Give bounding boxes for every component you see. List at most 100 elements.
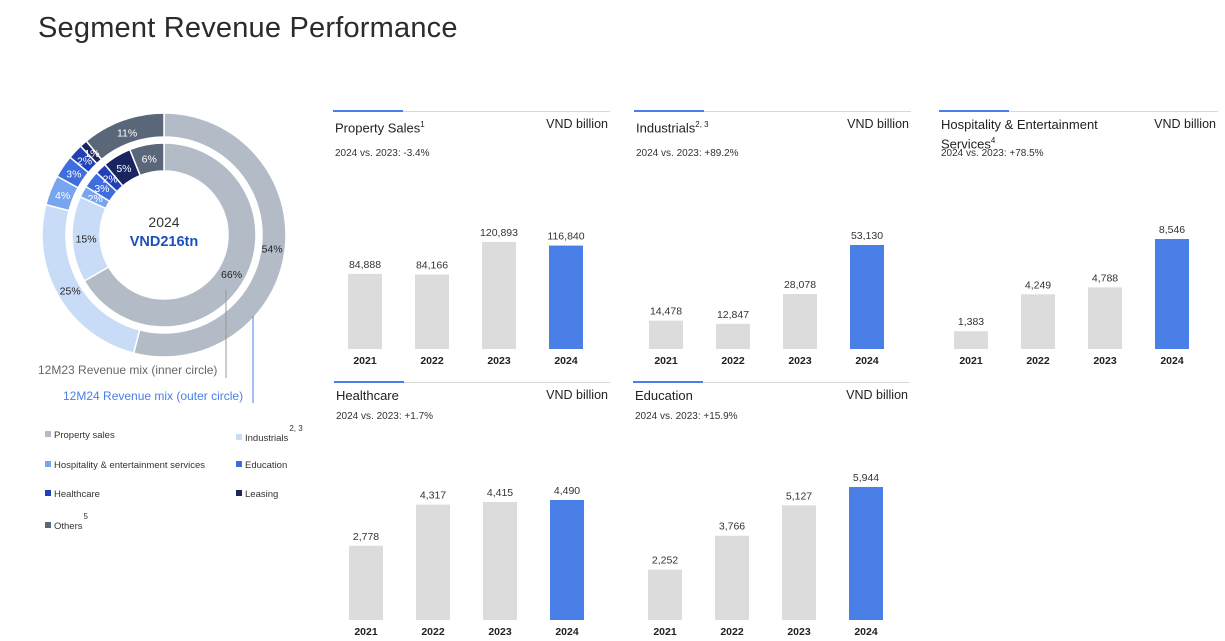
legend-item: Education <box>236 460 287 471</box>
bar-2021 <box>649 320 683 349</box>
legend-swatch <box>45 522 51 529</box>
bar-2024 <box>849 487 883 620</box>
bar-2021 <box>954 331 988 349</box>
bar-category-label: 2022 <box>1026 355 1050 367</box>
bar-2024 <box>1155 239 1189 349</box>
bar-2023 <box>1088 287 1122 349</box>
panel-rule <box>634 111 911 112</box>
outer-circle-label: 12M24 Revenue mix (outer circle) <box>63 389 244 403</box>
bar-2021 <box>348 273 382 349</box>
legend-item: Industrials2, 3 <box>236 424 303 445</box>
bar-2022 <box>416 504 450 620</box>
panel-title-footnote: 1 <box>420 120 425 129</box>
panel-title-footnote: 2, 3 <box>695 120 709 129</box>
bar-value-label: 84,888 <box>349 259 381 271</box>
legend-label: Leasing <box>245 489 279 500</box>
bar-chart: 84,888 2021 84,166 2022 120,893 2023 116,840 20… <box>348 227 585 367</box>
panel-title: Education <box>635 388 693 404</box>
inner-slice-label: 5% <box>116 163 131 175</box>
legend-item: Leasing <box>236 489 278 500</box>
bar-value-label: 8,546 <box>1159 224 1185 236</box>
panel-accent <box>334 381 404 383</box>
panel-title-text: Education <box>635 388 693 403</box>
bar-category-label: 2024 <box>855 355 879 367</box>
bar-2021 <box>648 569 682 620</box>
panel-unit: VND billion <box>546 117 608 131</box>
segment-panel: Healthcare VND billion 2024 vs. 2023: +1.7… <box>334 381 610 638</box>
inner-slice-label: 2% <box>88 193 103 205</box>
panel-unit: VND billion <box>846 388 908 402</box>
legend-swatch <box>236 461 242 467</box>
panel-title: Industrials2, 3 <box>636 117 709 136</box>
donut-labels: 54%25%4%3%2%1%11%66%15%2%3%2%5%6% <box>55 127 283 297</box>
legend-label: Industrials <box>245 433 289 445</box>
outer-slice-label: 2% <box>77 155 92 167</box>
panel-rule <box>334 382 610 383</box>
segment-panel: Property Sales1 VND billion 2024 vs. 2023:… <box>333 110 610 367</box>
bar-value-label: 4,249 <box>1025 279 1051 291</box>
bar-chart: 14,478 2021 12,847 2022 28,078 2023 53,130 2024 <box>649 230 884 367</box>
bar-category-label: 2022 <box>720 626 744 638</box>
panel-accent <box>939 110 1009 112</box>
outer-slice-label: 3% <box>66 169 81 181</box>
donut-center-year: 2024 <box>148 214 179 230</box>
inner-slice-label: 66% <box>221 269 242 281</box>
bar-value-label: 1,383 <box>958 316 984 328</box>
bar-value-label: 3,766 <box>719 521 745 533</box>
panel-title-footnote: 4 <box>990 136 996 145</box>
panel-title: Property Sales1 <box>335 117 425 136</box>
panel-yoy: 2024 vs. 2023: +1.7% <box>336 411 434 422</box>
bar-value-label: 4,317 <box>420 490 446 502</box>
legend-label: Property sales <box>54 430 115 441</box>
bar-chart: 2,252 2021 3,766 2022 5,127 2023 5,944 2024 <box>648 472 883 638</box>
page-title: Segment Revenue Performance <box>38 12 458 44</box>
panel-rule <box>333 111 610 112</box>
panel-title-text: Healthcare <box>336 388 399 403</box>
bar-category-label: 2021 <box>354 626 378 638</box>
bar-2024 <box>850 245 884 349</box>
panel-yoy: 2024 vs. 2023: +89.2% <box>636 148 739 159</box>
bar-value-label: 4,788 <box>1092 272 1118 284</box>
bar-category-label: 2024 <box>555 626 579 638</box>
bar-category-label: 2022 <box>421 626 445 638</box>
panel-accent <box>633 381 703 383</box>
panel-title-text: Industrials <box>636 120 696 136</box>
legend-swatch <box>236 434 242 441</box>
outer-slice-label: 1% <box>84 148 99 160</box>
bar-category-label: 2024 <box>854 626 878 638</box>
legend-label: Healthcare <box>54 489 100 500</box>
bar-value-label: 5,944 <box>853 472 879 484</box>
revenue-mix-donut: 54%25%4%3%2%1%11%66%15%2%3%2%5%6% 2024 V… <box>41 112 287 403</box>
panel-title: Healthcare <box>336 388 399 404</box>
legend-item: Others5 <box>45 512 88 532</box>
bar-value-label: 5,127 <box>786 490 812 502</box>
inner-slice-others <box>128 142 165 177</box>
segment-panel: Education VND billion 2024 vs. 2023: +15.9… <box>633 381 910 638</box>
bar-category-label: 2024 <box>554 355 578 367</box>
bar-value-label: 4,415 <box>487 487 513 499</box>
panel-accent <box>634 110 704 112</box>
panel-unit: VND billion <box>546 388 608 402</box>
bar-2023 <box>783 294 817 349</box>
bar-category-label: 2023 <box>787 626 811 638</box>
bar-category-label: 2023 <box>788 355 812 367</box>
donut-center-value: VND216tn <box>130 234 199 250</box>
segment-panel: Hospitality & Entertainment Services4 VND… <box>939 110 1218 367</box>
bar-2022 <box>716 323 750 349</box>
bar-value-label: 14,478 <box>650 306 682 318</box>
inner-slice-property-sales <box>83 142 257 328</box>
legend-swatch <box>236 490 242 496</box>
bar-2021 <box>349 545 383 620</box>
panel-title-text: Property Sales <box>335 120 421 136</box>
segment-panel: Industrials2, 3 VND billion 2024 vs. 2023:… <box>634 110 911 367</box>
bar-2023 <box>482 242 516 349</box>
inner-slice-label: 3% <box>94 183 109 195</box>
panel-accent <box>333 110 403 112</box>
panel-yoy: 2024 vs. 2023: +15.9% <box>635 411 738 422</box>
bar-2023 <box>782 505 816 620</box>
legend-item: Healthcare <box>45 489 100 500</box>
outer-ring <box>41 112 287 358</box>
panel-title-text: Hospitality & Entertainment Services <box>941 117 1098 152</box>
bar-2024 <box>550 500 584 620</box>
bar-category-label: 2022 <box>721 355 745 367</box>
